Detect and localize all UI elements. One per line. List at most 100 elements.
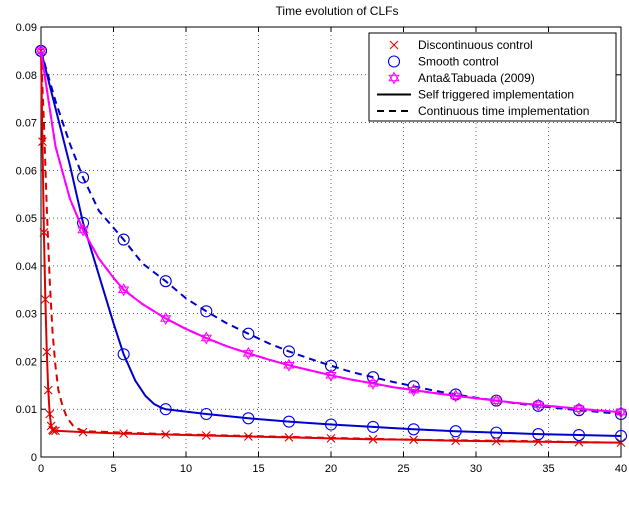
- series-0-point: [119, 429, 129, 438]
- series-4-point: [324, 359, 338, 372]
- series-5-point: [615, 405, 627, 419]
- x-tick-label: 5: [110, 463, 116, 475]
- legend-entry-label: Continuous time implementation: [418, 104, 589, 118]
- series-3-point: [449, 425, 462, 438]
- series-5-point-down-triangle: [77, 226, 89, 237]
- series-4-point: [282, 345, 296, 358]
- x-tick-label: 20: [325, 463, 337, 475]
- chart-title: Time evolution of CLFs: [276, 4, 399, 18]
- series-5-point: [160, 311, 172, 325]
- series-4-point: [407, 380, 420, 393]
- series-5-point: [325, 368, 337, 382]
- series-3-point: [614, 429, 628, 443]
- series-5-point: [490, 394, 502, 408]
- y-tick-label: 0.04: [16, 261, 37, 273]
- x-tick-label: 30: [470, 463, 482, 475]
- series-3-point: [282, 415, 296, 428]
- series-3-point: [242, 412, 255, 425]
- series-5-point-up-triangle: [283, 358, 295, 369]
- series-5-point-down-triangle: [118, 286, 130, 297]
- series-5-point-down-triangle: [573, 405, 585, 416]
- legend-marker-swatch: [388, 71, 400, 85]
- series-5-point: [77, 223, 89, 237]
- series-5-point-up-triangle: [408, 383, 420, 394]
- series-5-point: [35, 44, 47, 58]
- series-5-point-down-triangle: [242, 350, 254, 360]
- series-4-point: [242, 327, 255, 340]
- series-0-point: [491, 436, 501, 446]
- series-5-point: [573, 402, 585, 416]
- x-tick-labels: 0 5 10 15 20 25 30 35 40: [38, 463, 627, 475]
- y-tick-label: 0.01: [16, 404, 37, 416]
- legend-entry-label: Discontinuous control: [418, 38, 533, 52]
- series-5-point: [408, 383, 420, 397]
- series-3-point: [159, 403, 172, 416]
- series-3-point: [490, 426, 503, 439]
- y-tick-label: 0.09: [16, 22, 37, 34]
- series-0-point: [40, 294, 50, 304]
- legend-marker-swatch: [387, 55, 401, 68]
- series-4-point: [614, 407, 628, 421]
- series-5-point-up-triangle: [573, 402, 585, 412]
- legend-marker-swatch-up-triangle: [388, 71, 400, 82]
- y-tick-label: 0.07: [16, 118, 37, 130]
- series-5-dashed-line: [40, 50, 622, 414]
- series-0-point: [42, 347, 52, 357]
- series-0-point: [39, 228, 49, 237]
- series-2-solid-line: [40, 50, 622, 437]
- series-4-point: [159, 275, 172, 288]
- series-0-point: [368, 434, 378, 444]
- legend-entry-label: Anta&Tabuada (2009): [418, 71, 535, 85]
- series-5-point-up-triangle: [118, 283, 130, 294]
- series-3-point: [117, 348, 130, 361]
- series-5-point: [283, 358, 295, 372]
- series-5-point-down-triangle: [325, 372, 337, 382]
- series-5-point-up-triangle: [77, 223, 89, 234]
- series-5-point-down-triangle: [490, 397, 502, 408]
- series-5-point-up-triangle: [325, 368, 337, 379]
- legend-box: [368, 32, 617, 122]
- series-5-point-down-triangle: [283, 362, 295, 372]
- series-5-point-down-triangle: [408, 386, 420, 397]
- series-5-point: [367, 376, 379, 390]
- series-3-point: [200, 407, 213, 421]
- series-5-point-up-triangle: [490, 394, 502, 404]
- series-3-point: [407, 423, 420, 436]
- series-0-point: [45, 409, 55, 419]
- series-5-point-down-triangle: [367, 380, 379, 390]
- series-3-point: [366, 420, 380, 433]
- series-3-point: [572, 428, 586, 442]
- series-3-point: [324, 418, 338, 431]
- y-tick-label: 0.08: [16, 70, 37, 82]
- x-tick-label: 15: [252, 463, 264, 475]
- series-5-point-up-triangle: [532, 398, 544, 409]
- series-0-point: [48, 426, 58, 436]
- x-tick-label: 40: [615, 463, 627, 475]
- series-5-point-up-triangle: [615, 405, 627, 416]
- series-1-dashed-line: [40, 50, 622, 444]
- series-5-point-up-triangle: [242, 346, 254, 357]
- series-3-point: [532, 428, 545, 441]
- series-0-point: [284, 433, 294, 442]
- legend-entry-label: Smooth control: [418, 55, 499, 69]
- series-group: [34, 44, 628, 448]
- series-4-point: [77, 171, 90, 184]
- series-5-point-down-triangle: [200, 334, 212, 345]
- series-5-point: [242, 346, 254, 360]
- series-5-point-up-triangle: [160, 311, 172, 322]
- series-0-point: [201, 431, 211, 440]
- series-5-point: [200, 331, 212, 345]
- series-5-point-down-triangle: [450, 392, 462, 403]
- series-5-point: [118, 283, 130, 297]
- y-tick-label: 0.05: [16, 213, 37, 225]
- y-tick-labels: 0 0.01 0.02 0.03 0.04 0.05 0.06 0.07 0.08 0.09: [16, 22, 37, 464]
- y-tick-label: 0: [31, 452, 37, 464]
- x-tick-label: 10: [180, 463, 192, 475]
- series-5-point: [450, 389, 462, 403]
- legend-entry-label: Self triggered implementation: [418, 88, 574, 102]
- grid-lines: [41, 27, 621, 457]
- series-4-point: [117, 233, 130, 246]
- series-5-point-up-triangle: [450, 389, 462, 400]
- x-tick-label: 35: [542, 463, 554, 475]
- series-5-point-down-triangle: [35, 47, 47, 58]
